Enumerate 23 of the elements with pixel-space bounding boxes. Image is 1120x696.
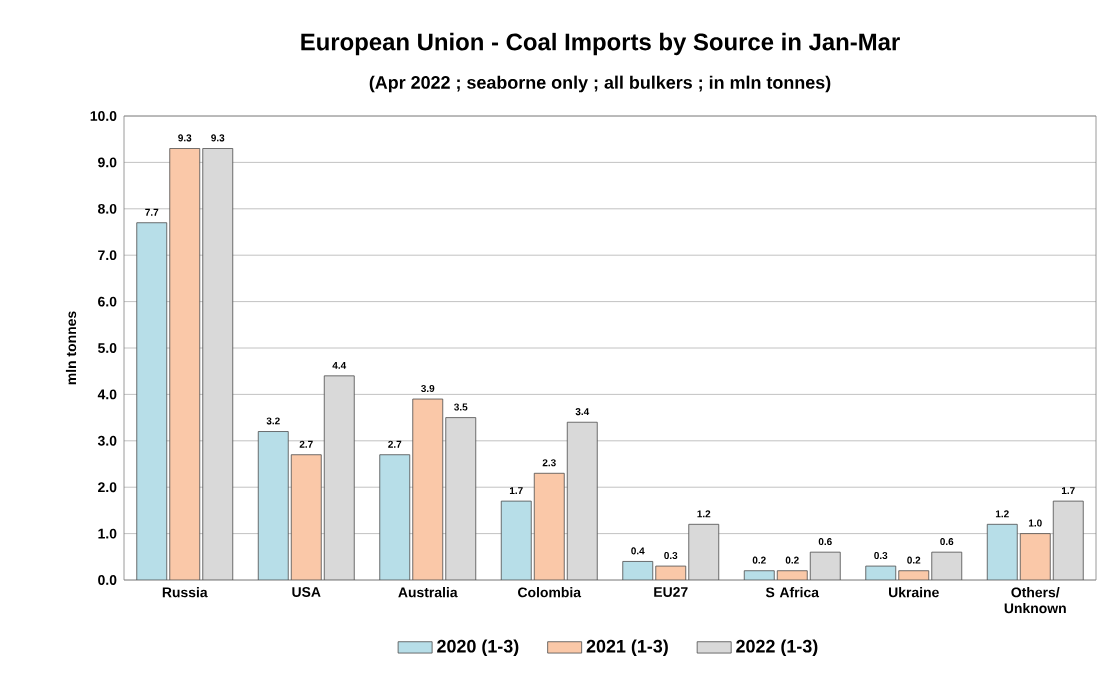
bar [500, 500, 532, 580]
chart-subtitle: (Apr 2022 ; seaborne only ; all bulkers ; in mln tonnes) [369, 75, 831, 93]
bar [445, 417, 477, 580]
bar [379, 454, 411, 580]
bar [986, 523, 1018, 580]
bar [202, 148, 234, 580]
bar [412, 398, 444, 580]
chart-title: European Union - Coal Imports by Source in Jan-Mar [301, 32, 900, 56]
legend-label: 2022 (1-3) [736, 639, 818, 657]
bar [1052, 500, 1084, 580]
bar [136, 222, 167, 580]
bar [931, 552, 962, 580]
bar [169, 148, 201, 580]
bar [323, 375, 355, 580]
bar [688, 523, 720, 580]
legend-label: 2020 (1-3) [437, 639, 519, 657]
bar [1019, 533, 1051, 580]
bar [566, 421, 598, 580]
bar [290, 454, 322, 580]
bar [810, 552, 841, 580]
bar [533, 472, 565, 580]
legend-label: 2021 (1-3) [586, 639, 668, 657]
bar [257, 431, 289, 580]
